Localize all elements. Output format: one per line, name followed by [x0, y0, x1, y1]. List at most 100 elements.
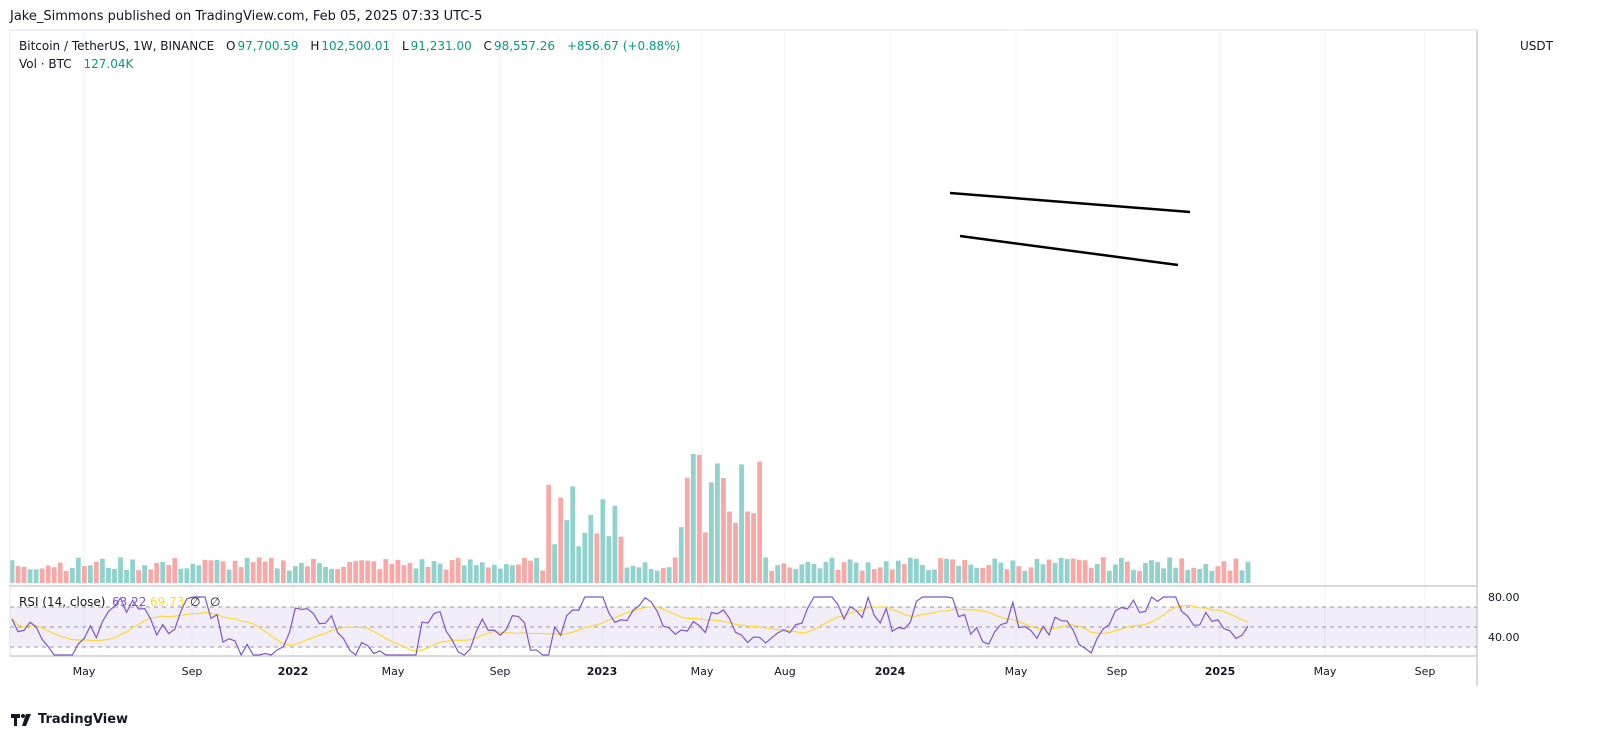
volume-bar [630, 565, 636, 583]
time-tick-label: Sep [182, 665, 203, 678]
volume-bar [497, 568, 503, 583]
volume-bar [962, 559, 968, 583]
volume-bar [552, 544, 558, 583]
volume-bar [913, 558, 919, 583]
volume-bar [968, 564, 974, 583]
volume-bar [353, 561, 359, 583]
volume-bar [413, 568, 419, 583]
volume-bar [166, 564, 172, 583]
volume-bar [612, 505, 618, 583]
volume-bar [63, 570, 69, 583]
volume-bar [184, 568, 190, 583]
rsi-band [10, 607, 1477, 647]
legend-volume: Vol · BTC 127.04K [19, 57, 135, 71]
channel-upper-line [949, 191, 1191, 214]
volume-bar [564, 520, 570, 583]
volume-bar [1082, 560, 1088, 583]
volume-bar [250, 562, 256, 583]
volume-bar [1227, 570, 1233, 583]
volume-bar [232, 560, 238, 583]
volume-bar [15, 566, 21, 583]
volume-bar [1100, 557, 1106, 583]
time-tick-label: May [1005, 665, 1028, 678]
legend-low: 91,231.00 [410, 39, 472, 53]
volume-bar [817, 568, 823, 583]
tradingview-logo-icon [11, 713, 31, 726]
volume-bar [172, 558, 178, 583]
volume-bar [1112, 564, 1118, 583]
volume-bar [473, 565, 479, 583]
volume-bar [401, 565, 407, 583]
volume-bar [901, 564, 907, 583]
rsi-label: RSI (14, close) [19, 595, 105, 609]
volume-bar [178, 568, 184, 583]
volume-bar [94, 561, 99, 583]
volume-bar [684, 477, 690, 583]
volume-bar [39, 568, 45, 583]
volume-bar [1221, 561, 1227, 583]
volume-bar [805, 561, 811, 583]
volume-bar [781, 563, 787, 583]
volume-bar [1106, 570, 1112, 583]
legend-high-label: H [310, 39, 320, 53]
volume-bar [274, 568, 280, 583]
volume-bar [455, 558, 461, 583]
volume-bar [956, 565, 961, 583]
legend-change: +856.67 (+0.88%) [566, 39, 681, 53]
volume-bar [286, 570, 292, 583]
volume-bar [642, 562, 648, 583]
volume-bar [576, 546, 582, 583]
volume-bar [1179, 558, 1185, 583]
legend-vol-label: Vol · BTC [19, 57, 72, 71]
volume-bar [1239, 570, 1245, 583]
volume-bar [1004, 569, 1010, 583]
volume-bar [950, 559, 955, 583]
volume-bar [546, 484, 552, 583]
volume-bar [1185, 570, 1191, 583]
volume-bar [1191, 567, 1197, 583]
volume-bar [757, 461, 763, 583]
volume-bar [883, 561, 889, 583]
trend-channel [949, 191, 1191, 267]
volume-bar [510, 565, 515, 583]
volume-bar [1064, 559, 1070, 583]
volume-bar [618, 536, 624, 583]
legend-high: 102,500.01 [321, 39, 391, 53]
volume-bar [335, 569, 340, 583]
volume-bar [841, 562, 847, 583]
legend-symbol: Bitcoin / TetherUS, 1W, BINANCE [19, 39, 215, 53]
volume-bar [214, 559, 220, 583]
volume-bar [226, 569, 232, 583]
volume-bar [678, 527, 684, 583]
volume-bar [311, 558, 316, 583]
volume-bar [1028, 567, 1034, 583]
rsi-pane: RSI (14, close) 63.22 69.73 ∅ ∅ [10, 595, 1477, 657]
volume-bar [57, 562, 63, 583]
time-tick-label: Sep [490, 665, 511, 678]
volume-bar [51, 567, 57, 583]
volume-bar [202, 559, 208, 583]
volume-bar [9, 560, 15, 583]
volume-bar [522, 557, 527, 583]
volume-bar [745, 511, 750, 583]
volume-bar [811, 563, 817, 583]
volume-bar [1149, 560, 1154, 583]
volume-bar [787, 567, 793, 583]
volume-bar [889, 569, 895, 583]
legend-close: 98,557.26 [493, 39, 556, 53]
currency-label[interactable]: USDT [1520, 39, 1553, 53]
rsi-line [11, 595, 1249, 657]
volume-bar [1010, 560, 1016, 583]
volume-bar [1209, 570, 1215, 583]
volume-bar [739, 464, 744, 583]
volume-bar [208, 560, 214, 583]
volume-bar [672, 557, 678, 583]
time-tick-label: May [382, 665, 405, 678]
volume-bar [317, 563, 322, 583]
volume-bar [142, 565, 148, 583]
volume-bar [1058, 557, 1064, 583]
volume-bar [130, 559, 135, 583]
volume-bar [81, 566, 87, 583]
legend-open: 97,700.59 [237, 39, 299, 53]
